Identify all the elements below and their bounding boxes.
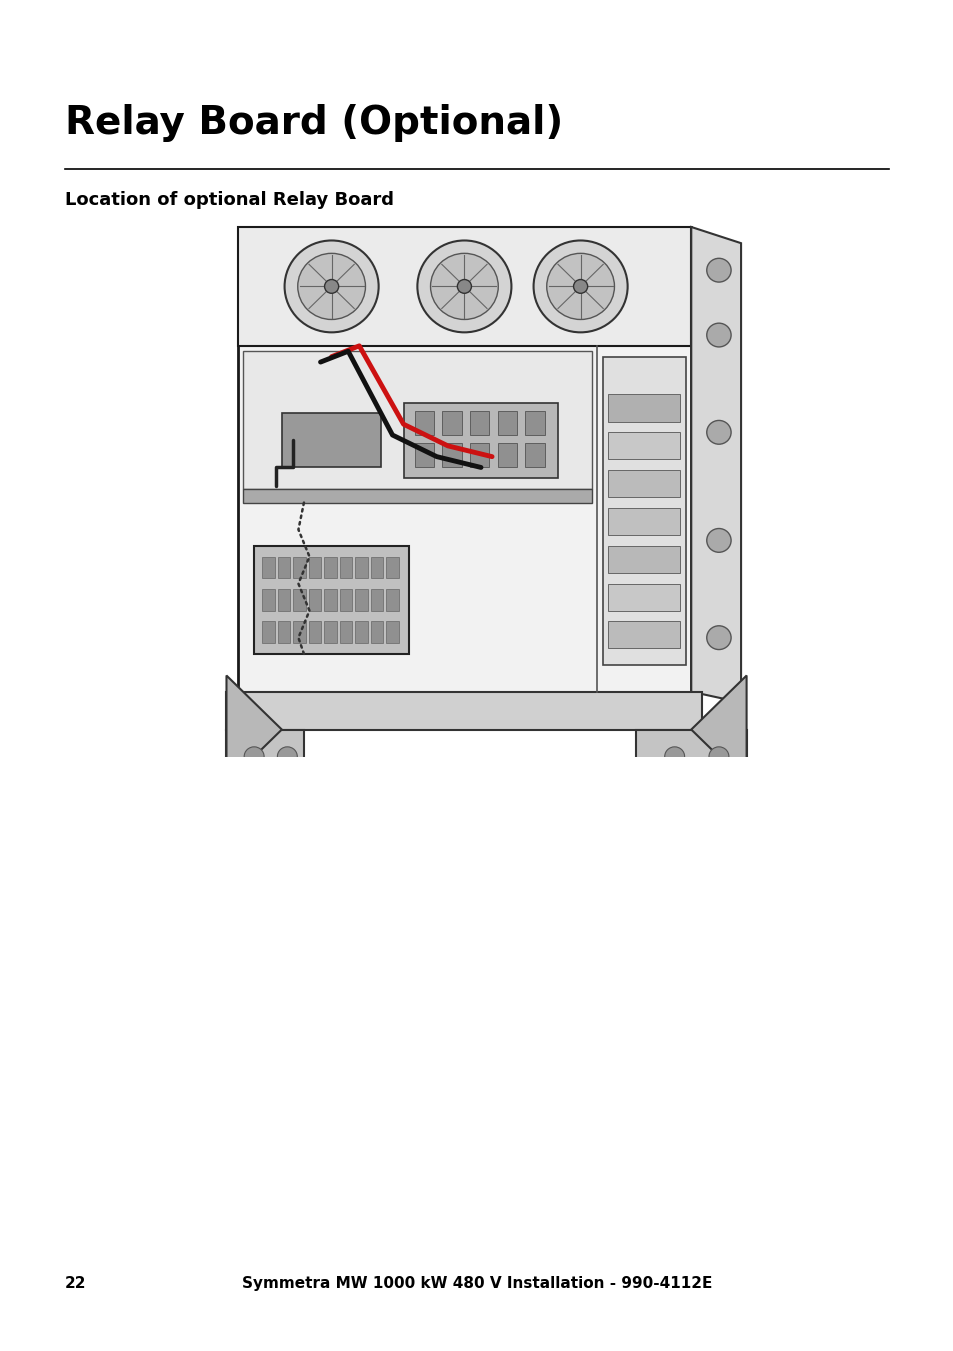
- Bar: [294, 621, 305, 643]
- Bar: [226, 692, 701, 730]
- Circle shape: [708, 747, 728, 766]
- Bar: [386, 589, 398, 611]
- Polygon shape: [226, 730, 304, 784]
- Polygon shape: [691, 676, 746, 784]
- Bar: [253, 546, 409, 654]
- Text: 22: 22: [65, 1275, 87, 1292]
- Bar: [403, 403, 558, 478]
- Bar: [608, 584, 679, 611]
- Bar: [525, 411, 544, 435]
- Bar: [442, 411, 461, 435]
- Bar: [355, 621, 367, 643]
- Circle shape: [546, 254, 614, 319]
- Bar: [497, 411, 517, 435]
- Bar: [355, 589, 367, 611]
- Polygon shape: [636, 730, 746, 784]
- Bar: [243, 351, 591, 489]
- Bar: [281, 413, 381, 467]
- Bar: [442, 443, 461, 467]
- Circle shape: [706, 258, 730, 282]
- Bar: [355, 557, 367, 578]
- Circle shape: [664, 747, 684, 766]
- Circle shape: [297, 254, 365, 319]
- Bar: [294, 557, 305, 578]
- Bar: [277, 589, 290, 611]
- Bar: [525, 443, 544, 467]
- Circle shape: [284, 240, 378, 332]
- Text: Symmetra MW 1000 kW 480 V Installation - 990-4112E: Symmetra MW 1000 kW 480 V Installation -…: [241, 1275, 712, 1292]
- Bar: [309, 621, 321, 643]
- Circle shape: [430, 254, 497, 319]
- Bar: [608, 432, 679, 459]
- Bar: [470, 443, 489, 467]
- Bar: [415, 411, 434, 435]
- Bar: [237, 227, 691, 692]
- Polygon shape: [226, 676, 281, 784]
- Bar: [608, 546, 679, 573]
- Circle shape: [706, 626, 730, 650]
- Bar: [608, 508, 679, 535]
- Bar: [339, 589, 352, 611]
- Bar: [371, 589, 383, 611]
- Bar: [324, 557, 336, 578]
- Circle shape: [706, 528, 730, 553]
- Circle shape: [277, 747, 297, 766]
- Polygon shape: [691, 227, 740, 703]
- Text: Location of optional Relay Board: Location of optional Relay Board: [65, 192, 394, 209]
- Bar: [608, 394, 679, 422]
- Bar: [339, 621, 352, 643]
- Bar: [371, 557, 383, 578]
- Bar: [294, 589, 305, 611]
- Bar: [371, 621, 383, 643]
- Bar: [309, 557, 321, 578]
- Bar: [470, 411, 489, 435]
- Circle shape: [324, 280, 338, 293]
- Bar: [309, 589, 321, 611]
- Bar: [386, 621, 398, 643]
- Bar: [243, 489, 591, 503]
- Bar: [262, 557, 274, 578]
- Bar: [386, 557, 398, 578]
- Circle shape: [706, 323, 730, 347]
- Bar: [608, 470, 679, 497]
- Circle shape: [533, 240, 627, 332]
- Bar: [324, 589, 336, 611]
- Bar: [339, 557, 352, 578]
- Bar: [262, 589, 274, 611]
- Bar: [324, 621, 336, 643]
- Circle shape: [244, 747, 264, 766]
- Bar: [415, 443, 434, 467]
- Bar: [497, 443, 517, 467]
- Circle shape: [573, 280, 587, 293]
- Circle shape: [416, 240, 511, 332]
- Bar: [262, 621, 274, 643]
- Circle shape: [456, 280, 471, 293]
- Bar: [608, 621, 679, 648]
- Bar: [237, 227, 691, 346]
- Circle shape: [706, 420, 730, 444]
- Bar: [602, 357, 685, 665]
- Text: Relay Board (Optional): Relay Board (Optional): [65, 104, 562, 142]
- Bar: [277, 557, 290, 578]
- Bar: [277, 621, 290, 643]
